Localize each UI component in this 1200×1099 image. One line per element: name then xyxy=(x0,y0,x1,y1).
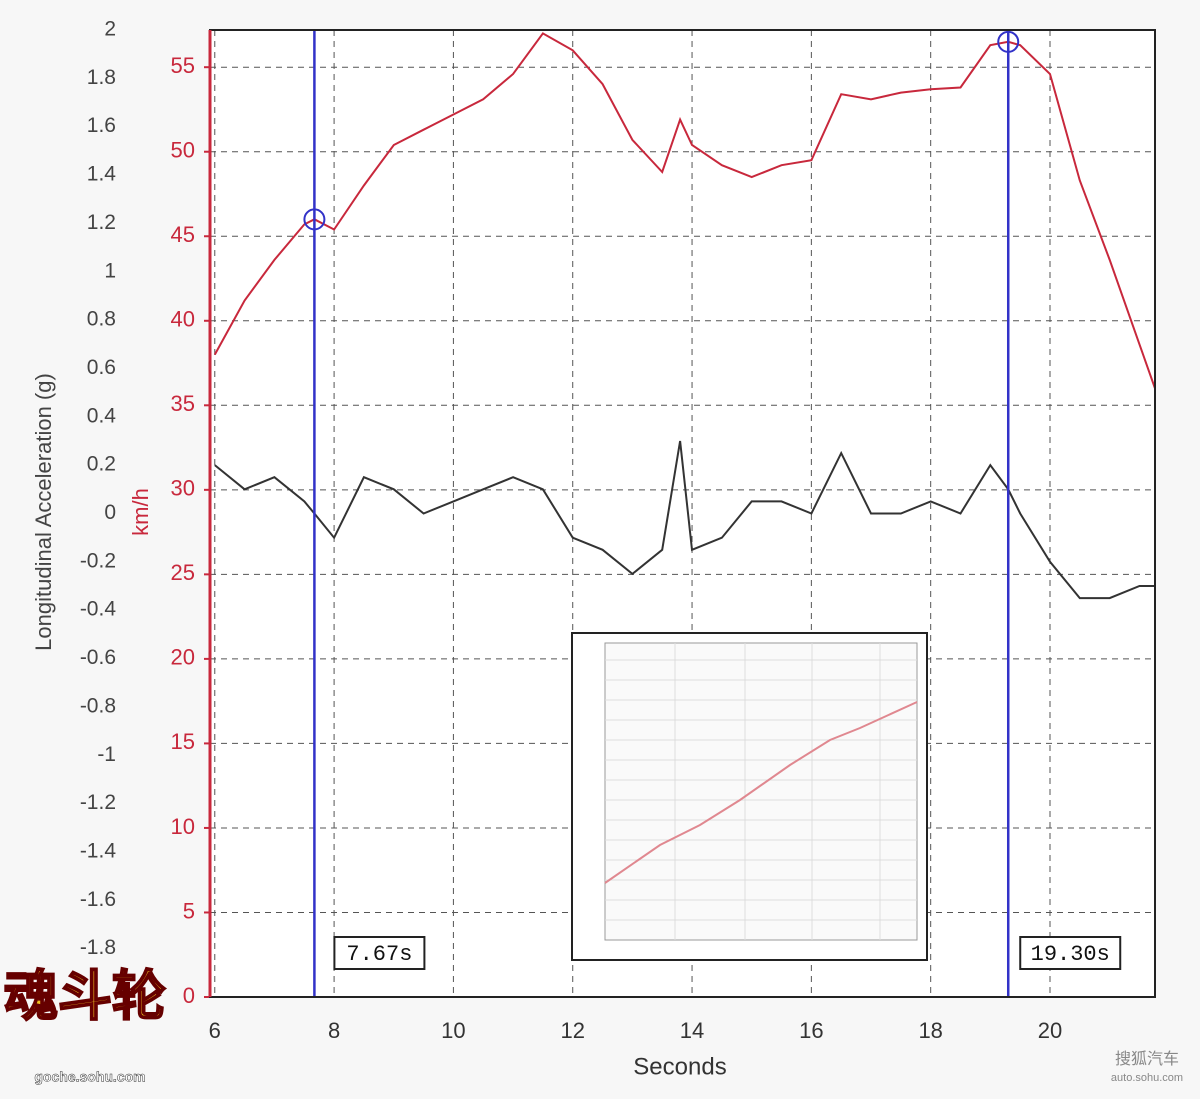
y2-tick-label: 25 xyxy=(171,560,195,585)
cursor-label: 19.30s xyxy=(1031,942,1110,967)
cursor-label-box xyxy=(333,936,426,970)
y2-tick-label: 20 xyxy=(171,645,195,670)
y2-tick-label: 55 xyxy=(171,53,195,78)
y-tick-label: 1 xyxy=(104,259,116,282)
cursor-marker xyxy=(997,30,1020,53)
x-tick-label: 6 xyxy=(209,1018,221,1043)
y-tick-label: -0.4 xyxy=(80,598,117,621)
y-tick-label: 1.4 xyxy=(87,163,117,186)
x-tick-label: 16 xyxy=(799,1018,823,1043)
y2-tick-label: 30 xyxy=(171,476,195,501)
y-tick-label: -1.8 xyxy=(80,936,116,959)
y2-tick-label: 50 xyxy=(171,138,195,163)
x-tick-label: 18 xyxy=(918,1018,942,1043)
y2-tick-label: 45 xyxy=(171,222,195,247)
y-tick-label: 0.2 xyxy=(87,453,116,476)
brand-url: auto.sohu.com xyxy=(1111,1072,1183,1084)
y-tick-label: 2 xyxy=(104,18,116,41)
y-tick-label: -1.6 xyxy=(80,888,116,911)
logo-url: goche.sohu.com xyxy=(34,1069,145,1085)
x-tick-label: 10 xyxy=(441,1018,465,1043)
y-tick-label: 0.6 xyxy=(87,356,116,379)
cursor-marker xyxy=(303,208,326,231)
inset-line xyxy=(604,701,918,884)
y2-tick-label: 10 xyxy=(171,814,195,839)
y2-axis-label: km/h xyxy=(128,488,153,536)
brand: 搜狐汽车 xyxy=(1115,1050,1179,1068)
x-tick-label: 12 xyxy=(560,1018,584,1043)
y-tick-label: 1.2 xyxy=(87,211,116,234)
x-tick-label: 8 xyxy=(328,1018,340,1043)
y-tick-label: -1 xyxy=(97,743,116,766)
y-axis-label: Longitudinal Acceleration (g) xyxy=(31,373,56,651)
y-tick-label: 1.6 xyxy=(87,114,116,137)
y-tick-label: 0.4 xyxy=(87,404,117,427)
y2-tick-label: 5 xyxy=(183,898,195,923)
y-tick-label: -1.2 xyxy=(80,791,116,814)
y2-tick-label: 35 xyxy=(171,391,195,416)
series-line xyxy=(213,32,1156,389)
logo: 魂斗轮 xyxy=(4,966,166,1026)
y2-tick-label: 15 xyxy=(171,729,195,754)
y-tick-label: -1.4 xyxy=(80,839,117,862)
x-axis-label: Seconds xyxy=(633,1053,726,1080)
y-tick-label: 0 xyxy=(104,501,116,524)
y-tick-label: 1.8 xyxy=(87,66,116,89)
y-tick-label: 0.8 xyxy=(87,308,116,331)
cursor-label-box xyxy=(1019,936,1122,970)
y2-tick-label: 0 xyxy=(183,983,195,1008)
inset xyxy=(571,632,928,961)
inset-plot xyxy=(604,642,918,941)
y2-tick-label: 40 xyxy=(171,307,195,332)
x-tick-label: 20 xyxy=(1038,1018,1062,1043)
inset-grid xyxy=(605,643,917,940)
cursor-label: 7.67s xyxy=(346,942,412,967)
x-tick-label: 14 xyxy=(680,1018,704,1043)
series-line xyxy=(214,440,1155,600)
y-tick-label: -0.6 xyxy=(80,646,116,669)
y-tick-label: -0.2 xyxy=(80,549,116,572)
y-tick-label: -0.8 xyxy=(80,694,116,717)
